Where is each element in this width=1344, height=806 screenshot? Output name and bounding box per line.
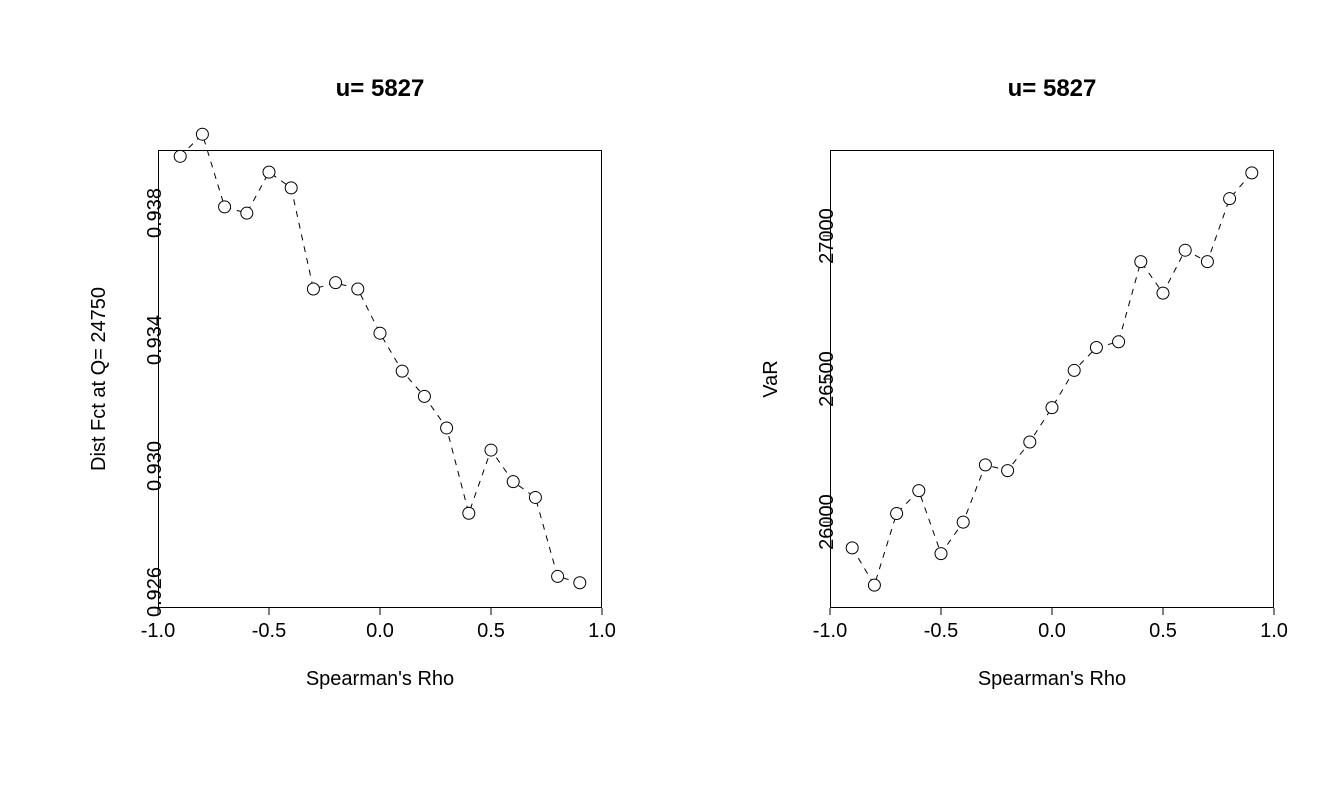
- series-marker: [1157, 287, 1169, 299]
- series-marker: [1046, 402, 1058, 414]
- series-marker: [846, 542, 858, 554]
- series-marker: [935, 548, 947, 560]
- series-marker: [957, 516, 969, 528]
- ytick-label: 26000: [816, 487, 839, 557]
- figure: -1.0-0.50.00.51.00.9260.9300.9340.938u= …: [0, 0, 1344, 806]
- series-marker: [1135, 256, 1147, 268]
- xlabel-right: Spearman's Rho: [830, 668, 1274, 691]
- series-marker: [1090, 342, 1102, 354]
- xtick-label: 0.5: [1138, 620, 1188, 643]
- series-marker: [1002, 465, 1014, 477]
- series-marker: [1024, 436, 1036, 448]
- series-marker: [891, 508, 903, 520]
- xtick-label: 1.0: [1249, 620, 1299, 643]
- panel-title-right: u= 5827: [830, 75, 1274, 103]
- series-marker: [1113, 336, 1125, 348]
- series-marker: [1201, 256, 1213, 268]
- xtick-label: -0.5: [916, 620, 966, 643]
- series-marker: [913, 485, 925, 497]
- ylabel-right: VaR: [760, 150, 783, 608]
- ytick-label: 27000: [816, 201, 839, 271]
- series-marker: [979, 459, 991, 471]
- series-marker: [1224, 193, 1236, 205]
- series-marker: [1179, 244, 1191, 256]
- xtick-label: -1.0: [805, 620, 855, 643]
- series-marker: [868, 579, 880, 591]
- series-marker: [1068, 364, 1080, 376]
- series-marker: [1246, 167, 1258, 179]
- xtick-label: 0.0: [1027, 620, 1077, 643]
- series-line-right: [852, 173, 1252, 585]
- ytick-label: 26500: [816, 344, 839, 414]
